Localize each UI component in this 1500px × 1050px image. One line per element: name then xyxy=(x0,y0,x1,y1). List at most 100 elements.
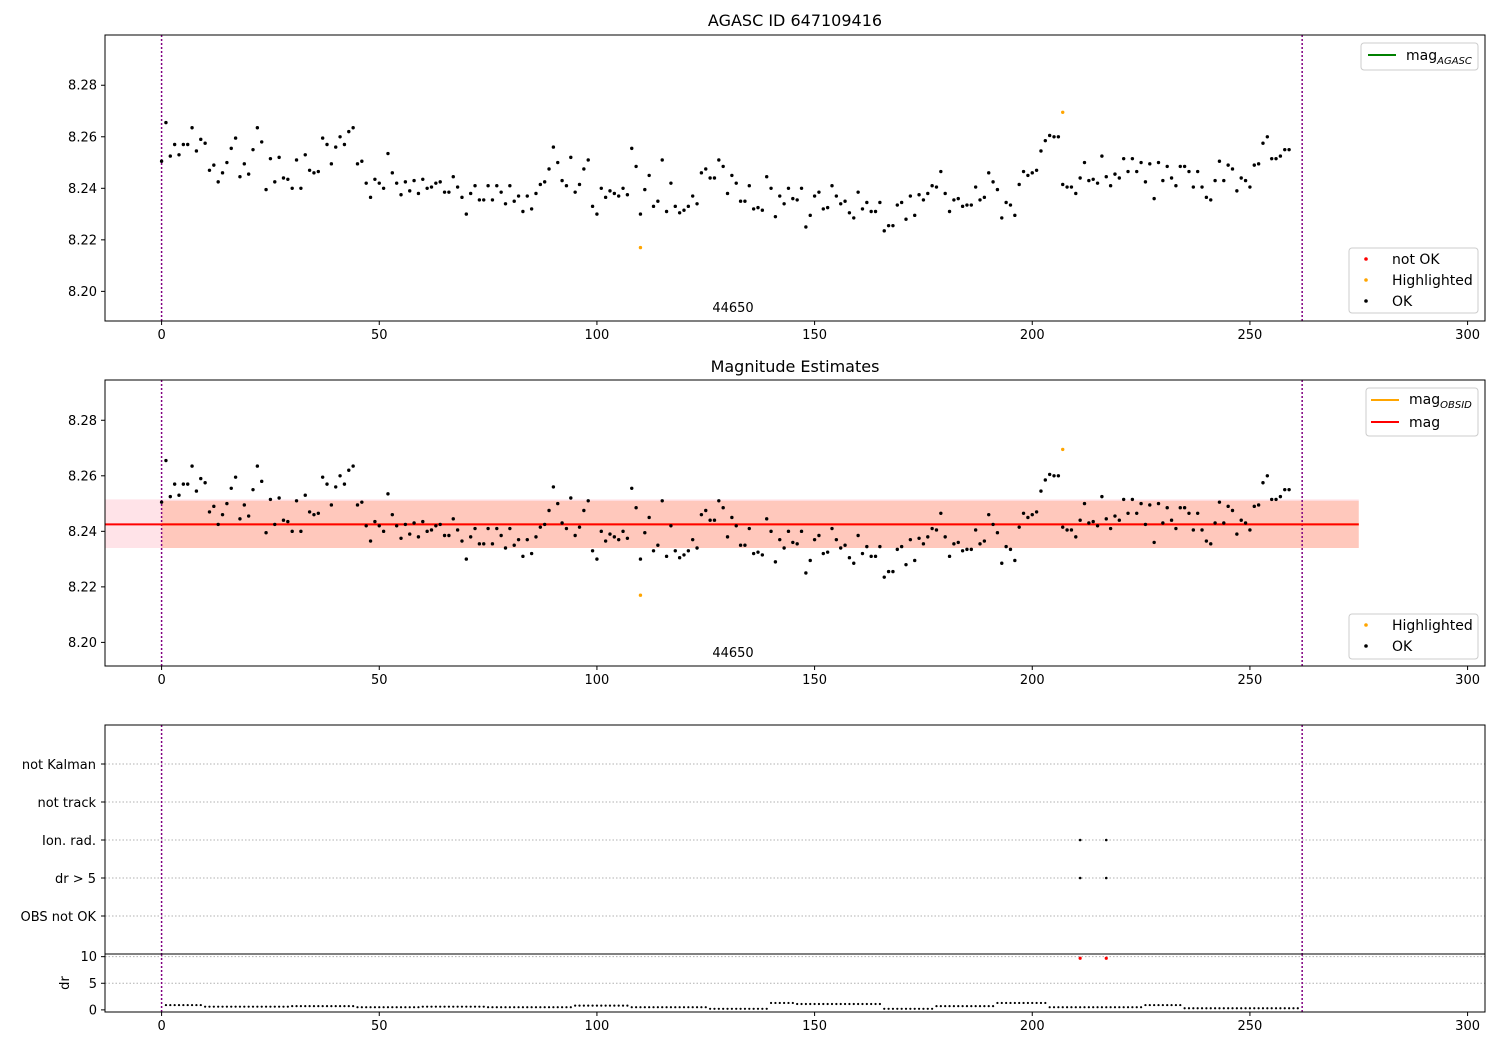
ok-point xyxy=(743,543,747,547)
dr-point xyxy=(1135,1006,1138,1009)
x-tick-label: 300 xyxy=(1455,328,1480,343)
ok-point xyxy=(1143,522,1148,527)
ok-point xyxy=(1278,154,1283,158)
ok-point xyxy=(216,180,220,184)
ok-point xyxy=(303,153,307,157)
ok-point xyxy=(1121,497,1126,502)
dr-point xyxy=(404,1006,407,1009)
y-tick-label: 8.20 xyxy=(68,636,97,651)
ok-point xyxy=(320,475,325,479)
legend-box xyxy=(1348,247,1479,314)
ok-point xyxy=(1217,500,1222,504)
ok-point xyxy=(682,553,686,557)
dr-point xyxy=(347,1005,350,1008)
ok-point xyxy=(786,529,791,534)
dr-point xyxy=(543,1006,546,1009)
ok-point xyxy=(1104,517,1108,521)
ok-point xyxy=(1152,540,1156,545)
dr-point xyxy=(578,1004,581,1007)
ok-point xyxy=(290,529,294,534)
ok-point xyxy=(1117,518,1122,522)
dr-point xyxy=(360,1006,363,1009)
ok-point xyxy=(260,479,264,484)
ok-point xyxy=(860,551,865,556)
ok-point xyxy=(791,196,795,201)
ok-point xyxy=(947,554,952,559)
ok-point xyxy=(186,482,190,486)
ok-point xyxy=(438,180,442,184)
dr-point xyxy=(421,1005,424,1008)
ok-point xyxy=(542,522,547,527)
ok-point xyxy=(852,216,856,220)
ok-point xyxy=(468,191,473,196)
ok-point xyxy=(238,517,242,521)
ok-point xyxy=(347,468,351,472)
dr-point xyxy=(1000,1001,1003,1005)
ok-point xyxy=(677,556,682,560)
dr-point xyxy=(177,1003,181,1007)
ok-point xyxy=(960,549,965,553)
dr-point xyxy=(896,1007,899,1010)
ok-point xyxy=(421,177,425,181)
ok-point xyxy=(516,537,521,542)
ok-point xyxy=(965,203,969,207)
ok-point xyxy=(865,200,869,205)
dr-point xyxy=(1109,1006,1112,1009)
ok-point xyxy=(1187,169,1191,174)
ok-point xyxy=(1191,185,1196,189)
dr-point xyxy=(321,1005,324,1008)
ok-point xyxy=(434,181,438,185)
ok-point xyxy=(1209,542,1213,546)
dr-point xyxy=(352,1005,355,1008)
dr-point xyxy=(626,1004,629,1007)
ok-point xyxy=(286,519,290,524)
ok-point xyxy=(773,214,778,219)
dr-point xyxy=(852,1002,855,1006)
ok-point xyxy=(390,171,395,175)
ok-point xyxy=(717,158,721,162)
legend-label: mag xyxy=(1409,415,1440,431)
ok-point xyxy=(1195,511,1200,515)
ok-point xyxy=(673,549,677,553)
ok-point xyxy=(878,200,882,205)
ok-point xyxy=(1222,178,1226,183)
x-tick-label: 250 xyxy=(1238,328,1263,343)
ok-point xyxy=(1278,494,1283,499)
y-tick-label: 8.24 xyxy=(68,525,97,540)
ok-point xyxy=(268,156,273,161)
ok-point xyxy=(651,549,656,553)
ok-point xyxy=(1230,167,1235,171)
dr-point xyxy=(961,1005,964,1008)
ok-point xyxy=(307,168,312,172)
ok-point xyxy=(490,198,495,202)
ok-point xyxy=(1030,171,1034,175)
ok-point xyxy=(394,524,399,528)
ok-point xyxy=(1169,518,1174,522)
dr-point xyxy=(251,1005,255,1008)
ok-point xyxy=(895,203,900,207)
ok-point xyxy=(486,184,490,188)
dr-point xyxy=(225,1005,228,1008)
ok-point xyxy=(799,529,804,534)
ok-point xyxy=(412,521,416,525)
ok-point xyxy=(747,526,751,531)
ok-point xyxy=(1265,474,1270,478)
dr-point xyxy=(1231,1007,1234,1010)
dr-point xyxy=(887,1007,890,1010)
ok-point xyxy=(368,195,373,200)
ok-point xyxy=(416,191,421,196)
ok-point xyxy=(712,176,717,180)
ok-point xyxy=(782,546,786,550)
ok-point xyxy=(991,522,995,527)
dr-point xyxy=(835,1002,838,1006)
ok-point xyxy=(660,499,664,503)
ok-point xyxy=(251,147,255,152)
dr-point xyxy=(434,1005,437,1008)
ok-point xyxy=(203,481,207,485)
dr-point xyxy=(621,1004,625,1007)
dr-point xyxy=(970,1005,973,1008)
dr-point xyxy=(212,1005,215,1008)
dr-point xyxy=(935,1005,938,1008)
dr-point xyxy=(452,1005,455,1008)
ok-point xyxy=(1047,472,1052,477)
